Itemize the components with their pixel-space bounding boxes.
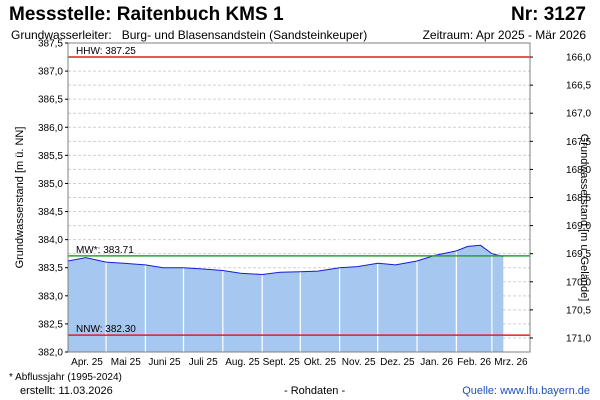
y-right-tick-label: 167,0 bbox=[566, 109, 591, 120]
x-tick-label: Aug. 25 bbox=[225, 357, 260, 368]
y-tick-label: 386,0 bbox=[38, 123, 63, 134]
x-tick-label: Mai 25 bbox=[111, 357, 141, 368]
x-tick-label: Juni 25 bbox=[148, 357, 181, 368]
y-right-tick-label: 169,5 bbox=[566, 249, 591, 260]
y-right-tick-label: 170,5 bbox=[566, 305, 591, 316]
x-tick-label: Juli 25 bbox=[189, 357, 218, 368]
created-date: erstellt: 11.03.2026 bbox=[20, 385, 113, 397]
x-tick-label: Nov. 25 bbox=[342, 357, 376, 368]
station-number: Nr: 3127 bbox=[511, 4, 586, 25]
y-right-tick-label: 168,0 bbox=[566, 165, 591, 176]
reference-label: HHW: 387.25 bbox=[76, 46, 136, 57]
rawdata-note: - Rohdaten - bbox=[284, 385, 346, 397]
page-title: Messstelle: Raitenbuch KMS 1 bbox=[9, 4, 284, 25]
y-right-axis-label: Grundwasserstand [m u. Gelände] bbox=[578, 134, 590, 302]
y-right-tick-label: 171,0 bbox=[566, 333, 591, 344]
y-tick-label: 384,5 bbox=[38, 207, 63, 218]
x-tick-label: Jan. 26 bbox=[420, 357, 453, 368]
x-tick-label: Okt. 25 bbox=[304, 357, 337, 368]
aquifer-info: Grundwasserleiter: Burg- und Blasensands… bbox=[11, 28, 367, 42]
x-tick-label: Sept. 25 bbox=[263, 357, 301, 368]
x-tick-label: Mrz. 26 bbox=[494, 357, 528, 368]
x-tick-label: Dez. 25 bbox=[380, 357, 415, 368]
y-tick-label: 387,0 bbox=[38, 67, 63, 78]
series-line bbox=[67, 244, 504, 276]
aquifer-value: Burg- und Blasensandstein (Sandsteinkeup… bbox=[121, 28, 368, 42]
y-right-tick-label: 166,5 bbox=[566, 81, 591, 92]
y-axis-label: Grundwasserstand [m ü. NN] bbox=[14, 127, 26, 269]
reference-label: NNW: 382.30 bbox=[76, 324, 136, 335]
source-link[interactable]: Quelle: www.lfu.bayern.de bbox=[462, 385, 590, 397]
x-tick-label: Apr. 25 bbox=[71, 357, 103, 368]
aquifer-label: Grundwasserleiter: bbox=[11, 28, 112, 42]
x-tick-label: Feb. 26 bbox=[457, 357, 491, 368]
y-tick-label: 382,5 bbox=[38, 319, 63, 330]
y-tick-label: 382,0 bbox=[38, 348, 63, 359]
y-right-tick-label: 169,0 bbox=[566, 221, 591, 232]
y-tick-label: 383,0 bbox=[38, 291, 63, 302]
y-right-tick-label: 166,0 bbox=[566, 53, 591, 64]
reference-label: MW*: 383.71 bbox=[76, 245, 134, 256]
y-right-tick-label: 168,5 bbox=[566, 193, 591, 204]
footnote: * Abflussjahr (1995-2024) bbox=[9, 372, 122, 383]
period-label: Zeitraum: Apr 2025 - Mär 2026 bbox=[422, 28, 586, 42]
y-tick-label: 386,5 bbox=[38, 95, 63, 106]
y-tick-label: 383,5 bbox=[38, 263, 63, 274]
y-tick-label: 385,0 bbox=[38, 179, 63, 190]
y-right-tick-label: 170,0 bbox=[566, 277, 591, 288]
y-tick-label: 387,5 bbox=[38, 39, 63, 50]
y-tick-label: 385,5 bbox=[38, 151, 63, 162]
y-right-tick-label: 167,5 bbox=[566, 137, 591, 148]
y-tick-label: 384,0 bbox=[38, 235, 63, 246]
series-area bbox=[68, 245, 504, 352]
